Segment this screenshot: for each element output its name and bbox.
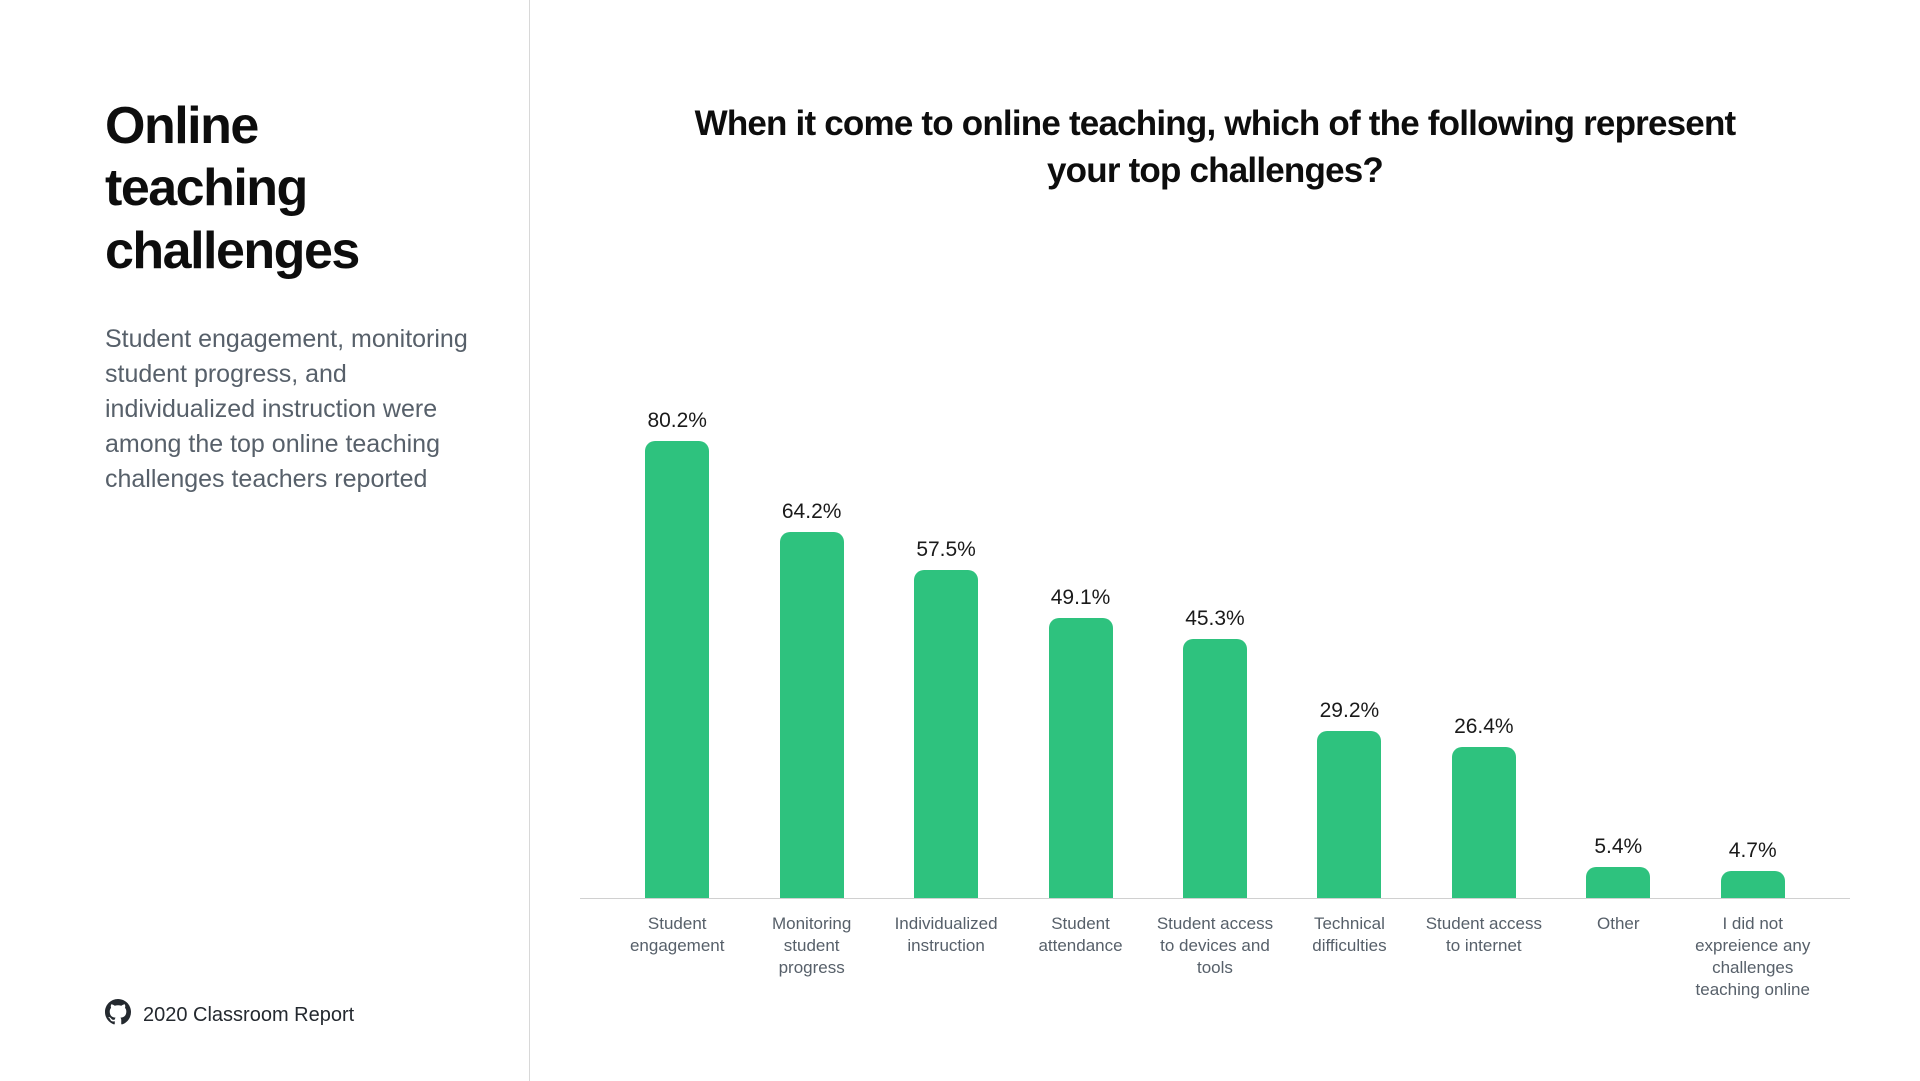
bar-category-label: Individualized instruction [879,913,1013,1001]
bar-value-label: 57.5% [916,538,976,562]
bar-value-label: 64.2% [782,500,842,524]
chart-area: When it come to online teaching, which o… [530,0,1920,1081]
bar-category-label: Monitoring student progress [744,913,878,1001]
bar [1183,639,1247,897]
footer-text: 2020 Classroom Report [143,1004,354,1027]
bar-category-label: Student engagement [610,913,744,1001]
sidebar: Online teaching challenges Student engag… [0,0,530,1081]
bar-column: 80.2% [610,215,744,898]
bar [914,570,978,898]
bar-value-label: 4.7% [1729,839,1777,863]
bar-column: 57.5% [879,215,1013,898]
sidebar-top: Online teaching challenges Student engag… [105,95,469,497]
bar [780,532,844,898]
bar [1049,618,1113,898]
bars-region: 80.2% 64.2% 57.5% 49.1% 45.3% 29.2% 26.4% 5.4% 4… [580,215,1850,899]
bar-column: 5.4% [1551,215,1685,898]
bar-column: 26.4% [1417,215,1551,898]
bar-column: 4.7% [1686,215,1820,898]
bar [1452,747,1516,897]
bar [1317,731,1381,897]
chart-container: 80.2% 64.2% 57.5% 49.1% 45.3% 29.2% 26.4% 5.4% 4… [580,215,1850,1002]
bar-category-label: Student access to devices and tools [1148,913,1282,1001]
bar-value-label: 26.4% [1454,715,1514,739]
bar-column: 64.2% [744,215,878,898]
page-heading: Online teaching challenges [105,95,469,282]
bar [1586,867,1650,898]
bar [645,441,709,898]
github-icon [105,999,131,1031]
labels-region: Student engagementMonitoring student pro… [580,899,1850,1001]
bar-column: 29.2% [1282,215,1416,898]
bar-category-label: I did not expreience any challenges teac… [1686,913,1820,1001]
bar-value-label: 45.3% [1185,607,1245,631]
bar-column: 49.1% [1013,215,1147,898]
chart-title: When it come to online teaching, which o… [580,100,1850,195]
bar-value-label: 49.1% [1051,586,1111,610]
footer: 2020 Classroom Report [105,999,469,1031]
page-description: Student engagement, monitoring student p… [105,322,469,497]
bar-value-label: 29.2% [1320,699,1380,723]
bar-category-label: Other [1551,913,1685,1001]
bar-category-label: Student attendance [1013,913,1147,1001]
bar-value-label: 5.4% [1594,835,1642,859]
bar-category-label: Student access to internet [1417,913,1551,1001]
bar-column: 45.3% [1148,215,1282,898]
bar [1721,871,1785,898]
bar-category-label: Technical difficulties [1282,913,1416,1001]
bar-value-label: 80.2% [647,409,707,433]
